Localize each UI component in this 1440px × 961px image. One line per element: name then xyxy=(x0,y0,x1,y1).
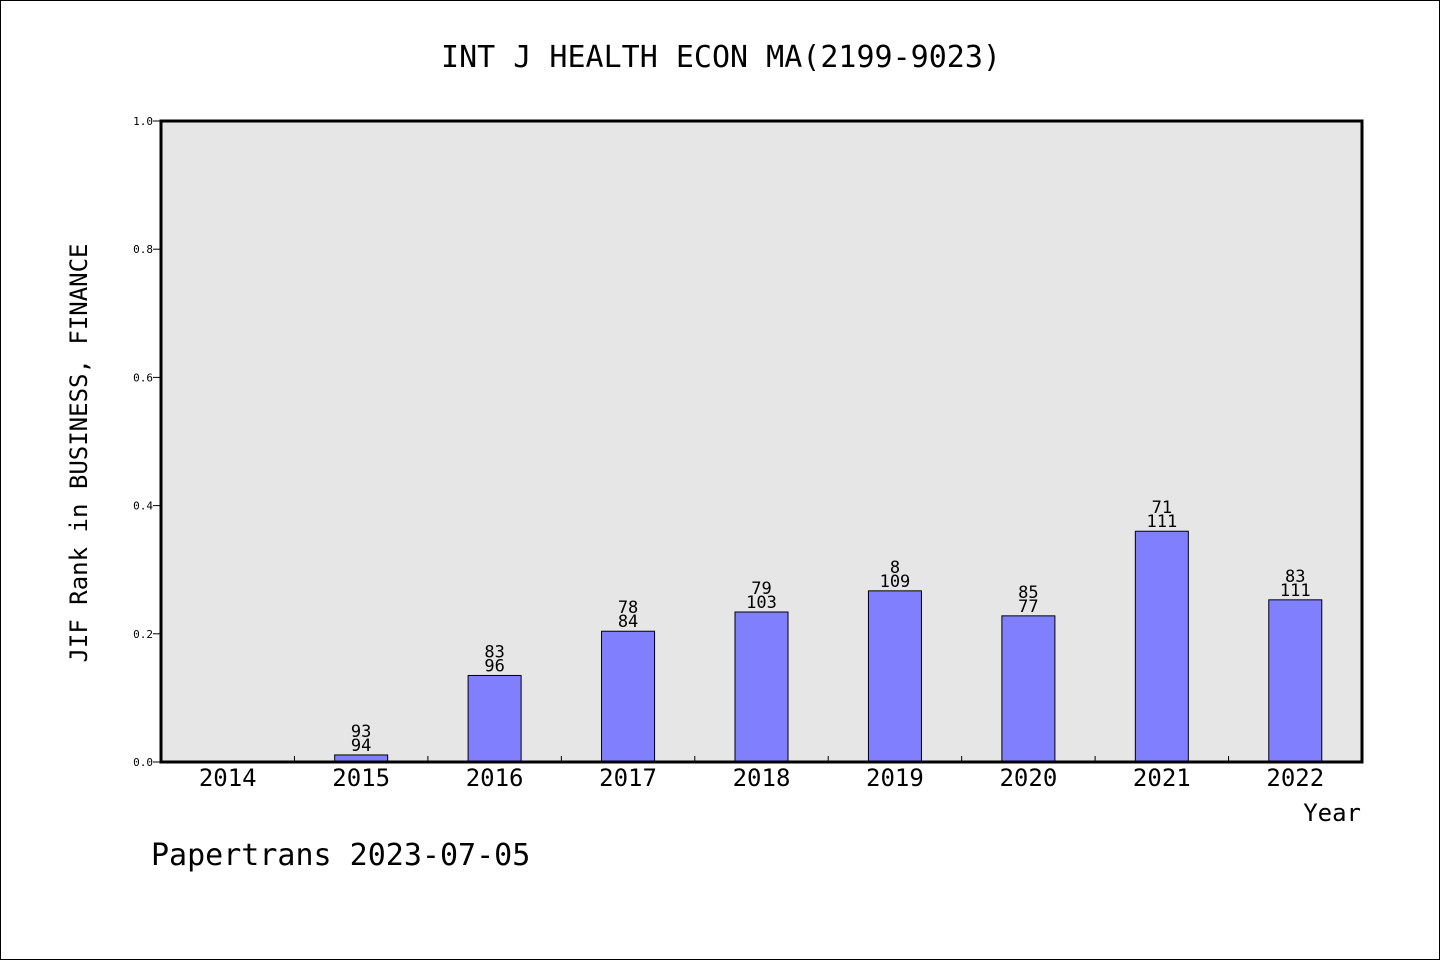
bar-total-label: 111 xyxy=(1146,512,1177,532)
bar-rank-label: 8 xyxy=(890,558,900,578)
x-tick-label: 2022 xyxy=(1266,764,1324,792)
bar-2016 xyxy=(467,674,522,763)
bar-2019 xyxy=(867,590,922,763)
y-tick-label: 0.0 xyxy=(133,756,153,769)
x-tick-label: 2017 xyxy=(599,764,657,792)
bar-total-label: 109 xyxy=(880,572,911,592)
x-axis-label: Year xyxy=(1303,799,1361,827)
x-tick-label: 2014 xyxy=(199,764,257,792)
y-axis: 0.0 0.2 0.4 0.6 0.8 1.0 xyxy=(133,115,161,769)
bar-2020 xyxy=(1001,615,1056,763)
bar-total-label: 96 xyxy=(484,656,504,676)
x-tick-label: 2021 xyxy=(1133,764,1191,792)
y-tick-label: 1.0 xyxy=(133,115,153,128)
bar-rank-label: 83 xyxy=(1285,567,1305,587)
bar-total-label: 84 xyxy=(618,612,638,632)
bar-rank-label: 78 xyxy=(618,598,638,618)
bar-total-label: 94 xyxy=(351,736,371,756)
bar-total-label: 103 xyxy=(746,593,777,613)
bar-rank-label: 85 xyxy=(1018,583,1038,603)
bar-rank-label: 93 xyxy=(351,722,371,742)
footer-watermark: Papertrans 2023-07-05 xyxy=(151,838,530,873)
y-tick-label: 0.8 xyxy=(133,243,153,256)
y-tick-label: 0.6 xyxy=(133,371,153,384)
x-tick-label: 2019 xyxy=(866,764,924,792)
bar-rank-label: 83 xyxy=(484,642,504,662)
bar-2021 xyxy=(1134,530,1189,763)
bar-total-label: 111 xyxy=(1280,581,1311,601)
y-tick-label: 0.2 xyxy=(133,628,153,641)
x-axis: 2014 2015 2016 2017 2018 2019 2020 2021 2022 xyxy=(199,756,1324,792)
bars-group xyxy=(334,530,1323,763)
y-tick-label: 0.4 xyxy=(133,500,153,513)
x-tick-label: 2015 xyxy=(332,764,390,792)
bar-2022 xyxy=(1268,599,1323,763)
x-tick-label: 2018 xyxy=(733,764,791,792)
x-tick-label: 2016 xyxy=(466,764,524,792)
bar-total-label: 77 xyxy=(1018,597,1038,617)
x-tick-label: 2020 xyxy=(999,764,1057,792)
bar-2017 xyxy=(601,630,656,763)
plot-border xyxy=(159,119,1364,764)
bar-rank-label: 71 xyxy=(1152,498,1172,518)
y-axis-label: JIF Rank in BUSINESS, FINANCE xyxy=(65,243,93,662)
bar-2018 xyxy=(734,611,789,763)
bar-rank-label: 79 xyxy=(751,579,771,599)
chart-title: INT J HEALTH ECON MA(2199-9023) xyxy=(441,40,1001,75)
